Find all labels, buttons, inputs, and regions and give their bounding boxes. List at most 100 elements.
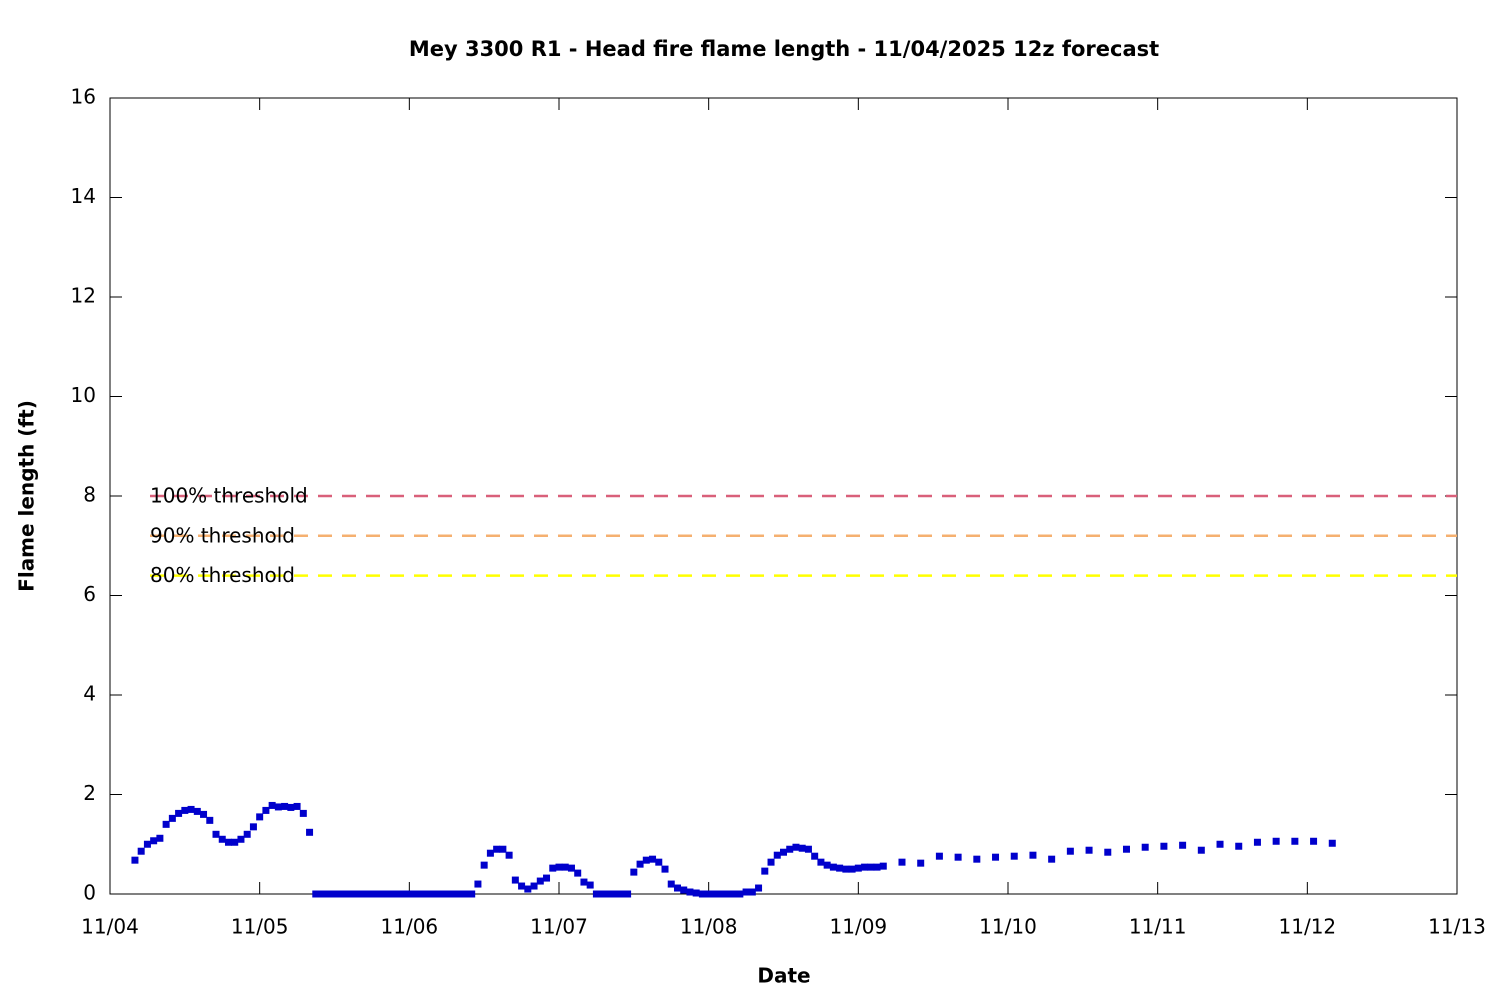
point — [331, 890, 338, 898]
point — [667, 880, 675, 888]
point — [206, 816, 214, 824]
point — [187, 805, 195, 813]
point — [586, 881, 594, 889]
y-tick-label: 14 — [71, 184, 96, 208]
point — [555, 863, 563, 871]
point — [711, 890, 719, 898]
point — [536, 877, 544, 885]
point — [655, 858, 663, 866]
point — [324, 890, 332, 898]
point — [1085, 846, 1093, 854]
point — [486, 849, 494, 857]
point — [237, 835, 245, 843]
x-tick-label: 11/07 — [530, 915, 588, 939]
point — [686, 888, 694, 896]
point — [181, 806, 189, 814]
point — [393, 890, 401, 898]
point — [437, 890, 445, 898]
point — [954, 853, 962, 861]
point — [1066, 847, 1074, 855]
point — [543, 874, 551, 882]
y-tick-label: 8 — [83, 483, 96, 507]
point — [405, 890, 413, 898]
point — [337, 890, 345, 898]
x-tick-label: 11/11 — [1129, 915, 1187, 939]
point — [786, 845, 794, 853]
point — [804, 845, 812, 853]
point — [1291, 837, 1299, 845]
point — [318, 890, 326, 898]
x-tick-label: 11/08 — [680, 915, 738, 939]
point — [224, 838, 232, 846]
point — [281, 802, 289, 810]
x-tick-label: 11/04 — [81, 915, 139, 939]
point — [131, 856, 139, 864]
point — [455, 890, 463, 898]
point — [511, 876, 519, 884]
point — [524, 885, 532, 893]
y-axis-label: Flame length (ft) — [15, 400, 39, 592]
point — [780, 848, 787, 856]
y-tick-label: 12 — [71, 284, 96, 308]
x-tick-label: 11/10 — [979, 915, 1037, 939]
x-tick-label: 11/09 — [830, 915, 888, 939]
point — [561, 863, 569, 871]
point — [343, 890, 351, 898]
point — [811, 852, 819, 860]
point — [842, 865, 850, 873]
point — [518, 882, 526, 890]
point — [243, 830, 251, 838]
point — [867, 863, 875, 871]
point — [549, 864, 557, 872]
point — [1048, 855, 1056, 863]
point — [592, 890, 600, 898]
point — [617, 890, 625, 898]
point — [773, 851, 781, 859]
point — [567, 864, 575, 872]
point — [212, 830, 220, 838]
point — [723, 890, 731, 898]
point — [1216, 840, 1224, 848]
point — [474, 880, 482, 888]
point — [680, 886, 688, 894]
threshold-label: 100% threshold — [150, 484, 308, 508]
point — [1235, 842, 1243, 850]
point — [1141, 843, 1149, 851]
point — [200, 810, 208, 818]
point — [249, 823, 257, 831]
point — [873, 863, 881, 871]
point — [705, 890, 713, 898]
point — [399, 890, 407, 898]
point — [299, 809, 307, 817]
point — [1179, 841, 1187, 849]
point — [162, 820, 170, 828]
y-tick-label: 16 — [71, 85, 96, 109]
point — [312, 890, 320, 898]
point — [829, 863, 837, 871]
point — [374, 890, 382, 898]
x-tick-label: 11/12 — [1279, 915, 1337, 939]
point — [231, 838, 239, 846]
point — [917, 859, 925, 867]
point — [380, 890, 388, 898]
threshold-label: 90% threshold — [150, 523, 295, 547]
point — [755, 884, 763, 892]
point — [468, 890, 476, 898]
point — [368, 890, 376, 898]
point — [480, 861, 488, 869]
point — [168, 814, 176, 822]
point — [418, 890, 426, 898]
point — [530, 882, 538, 890]
point — [624, 890, 632, 898]
y-tick-label: 10 — [71, 383, 96, 407]
point — [698, 890, 706, 898]
point — [767, 858, 775, 866]
point — [580, 878, 588, 886]
point — [611, 890, 619, 898]
point — [817, 858, 825, 866]
point — [362, 890, 370, 898]
point — [748, 888, 756, 896]
point — [449, 890, 457, 898]
point — [349, 890, 357, 898]
point — [193, 807, 201, 815]
